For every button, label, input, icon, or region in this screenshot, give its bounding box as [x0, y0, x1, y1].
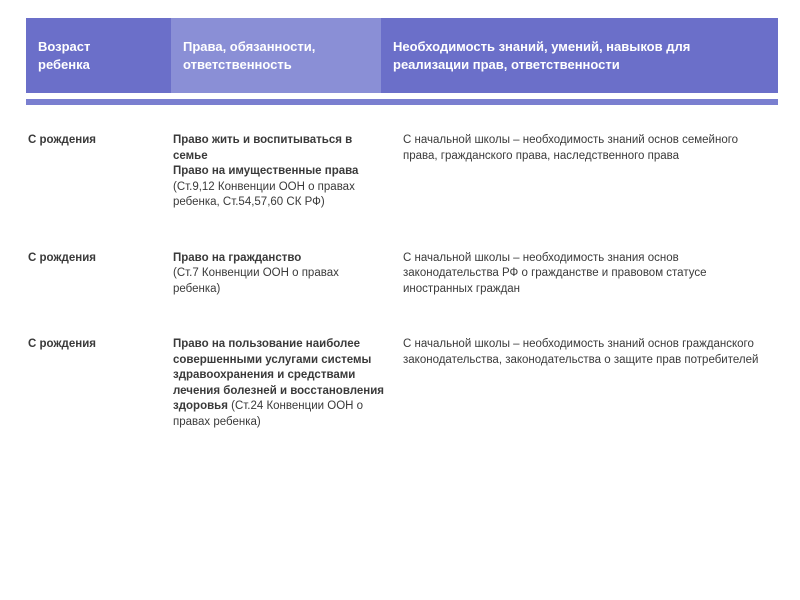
- cell-knowledge: С начальной школы – необходимость знания…: [403, 251, 768, 298]
- cell-rights: Право жить и воспитываться в семье Право…: [173, 133, 403, 211]
- table-row: С рождения Право на пользование наиболее…: [28, 337, 768, 430]
- cell-age: С рождения: [28, 337, 173, 353]
- header-knowledge: Необходимость знаний, умений, навыков дл…: [381, 18, 778, 93]
- table-header-row: Возраст ребенка Права, обязанности, отве…: [26, 18, 778, 93]
- header-stripe: [26, 99, 778, 105]
- rights-bold: Право на гражданство: [173, 252, 301, 264]
- table-row: С рождения Право жить и воспитываться в …: [28, 133, 768, 211]
- table-row: С рождения Право на гражданство (Ст.7 Ко…: [28, 251, 768, 298]
- cell-knowledge: С начальной школы – необходимость знаний…: [403, 337, 768, 368]
- cell-age: С рождения: [28, 133, 173, 149]
- table-body: С рождения Право жить и воспитываться в …: [26, 133, 778, 430]
- cell-rights: Право на гражданство (Ст.7 Конвенции ООН…: [173, 251, 403, 298]
- header-age: Возраст ребенка: [26, 18, 171, 93]
- cell-knowledge: С начальной школы – необходимость знаний…: [403, 133, 768, 164]
- header-rights: Права, обязанности, ответственность: [171, 18, 381, 93]
- rights-plain: (Ст.7 Конвенции ООН о правах ребенка): [173, 267, 339, 295]
- cell-age: С рождения: [28, 251, 173, 267]
- rights-bold: Право жить и воспитываться в семье Право…: [173, 134, 358, 177]
- cell-rights: Право на пользование наиболее совершенны…: [173, 337, 403, 430]
- rights-plain: (Ст.9,12 Конвенции ООН о правах ребенка,…: [173, 181, 355, 209]
- slide: Возраст ребенка Права, обязанности, отве…: [0, 0, 800, 600]
